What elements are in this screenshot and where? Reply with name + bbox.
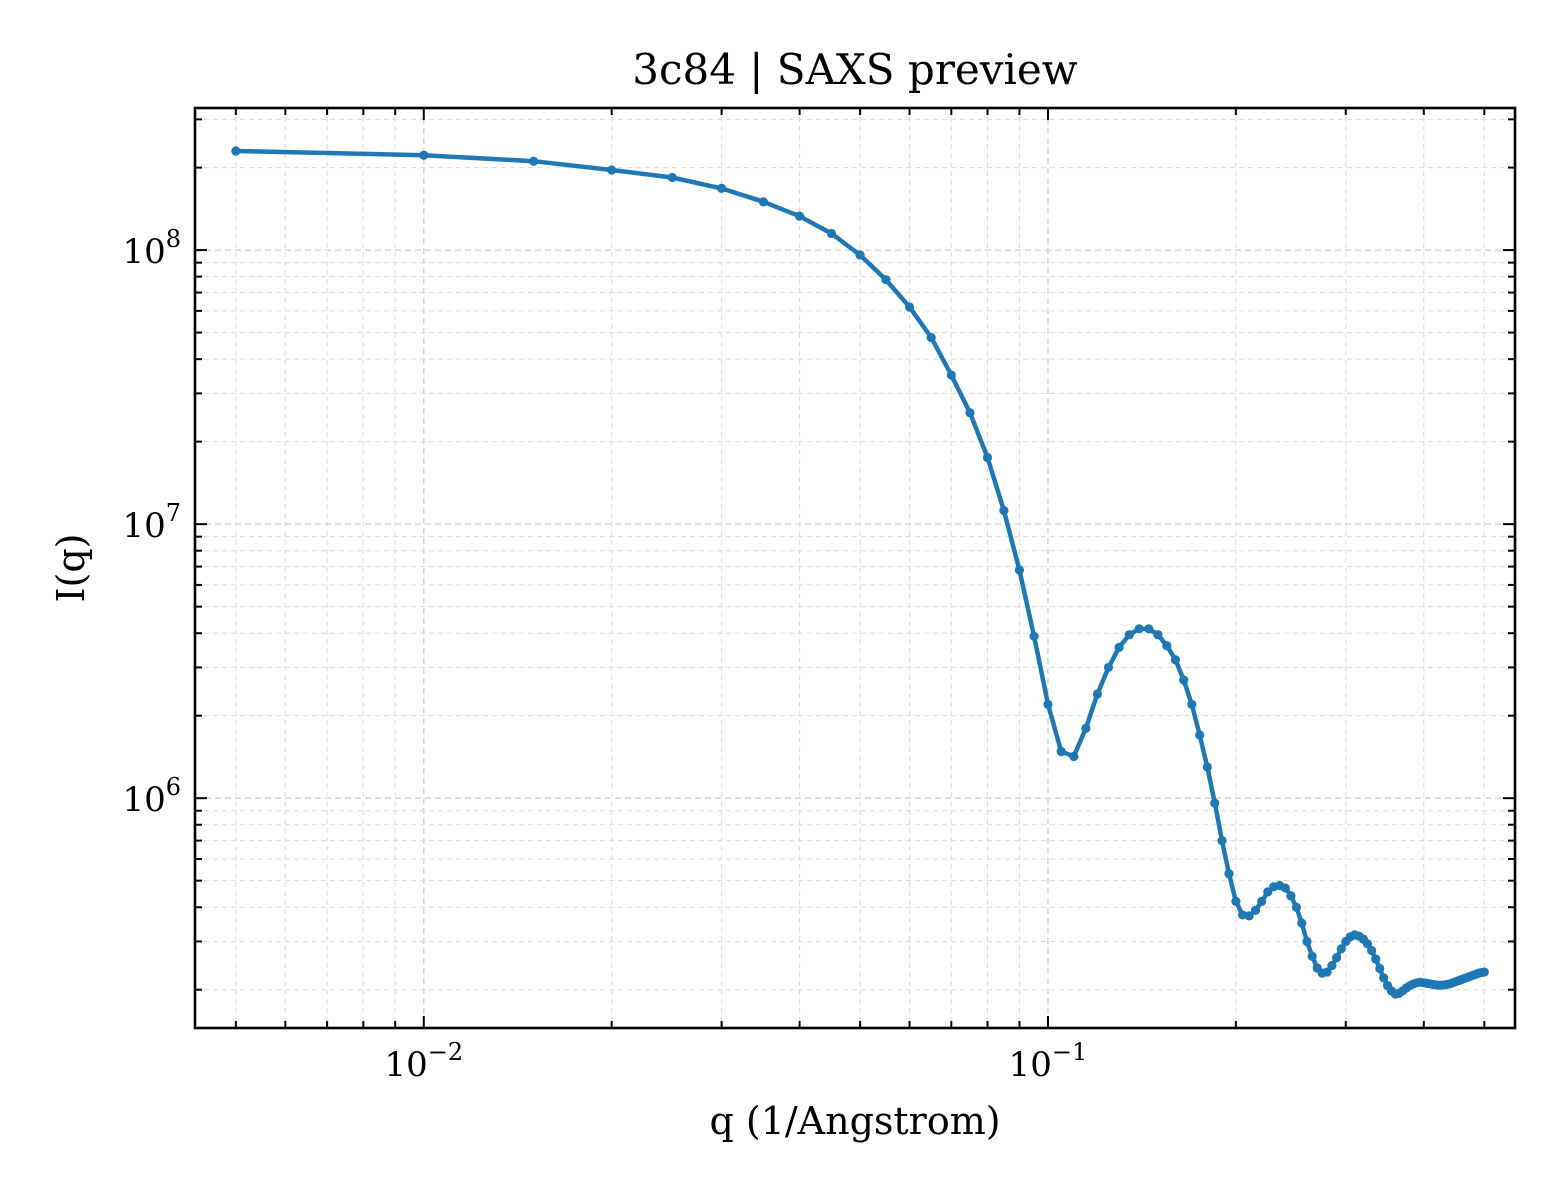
data-point — [607, 165, 617, 175]
data-point — [1103, 662, 1114, 673]
data-point — [1297, 918, 1307, 928]
data-point — [667, 172, 677, 183]
data-point — [1195, 730, 1205, 740]
data-point — [1367, 945, 1377, 956]
data-point — [717, 183, 727, 193]
data-point — [1231, 896, 1241, 907]
data-point — [1170, 655, 1180, 665]
data-point — [1202, 762, 1212, 772]
data-point — [529, 156, 539, 166]
data-point — [1332, 952, 1342, 963]
data-point — [1069, 751, 1079, 762]
data-point — [1114, 642, 1124, 652]
data-point — [1362, 939, 1373, 949]
data-point — [1081, 723, 1091, 733]
data-point — [1217, 836, 1227, 846]
data-point — [1307, 951, 1317, 961]
data-point — [1224, 869, 1234, 879]
data-point — [1124, 630, 1134, 640]
data-point — [794, 211, 805, 221]
data-point — [1379, 973, 1389, 983]
y-tick-label: 107 — [122, 499, 181, 546]
data-point — [1187, 699, 1197, 709]
grid — [195, 108, 1515, 1028]
data-point — [231, 146, 241, 156]
data-point — [999, 506, 1009, 516]
data-point — [1153, 630, 1163, 640]
plot-frame — [193, 106, 1517, 1030]
data-point — [1250, 905, 1261, 915]
data-point — [1092, 689, 1103, 699]
data-point — [926, 332, 936, 343]
data-point — [1144, 624, 1154, 634]
x-tick-label: 10−1 — [1009, 1038, 1088, 1085]
data-series — [231, 146, 1489, 999]
data-point — [855, 250, 865, 260]
data-point — [1162, 641, 1172, 651]
y-axis-label: I(q) — [49, 534, 93, 603]
data-point — [1029, 631, 1039, 641]
data-point — [1291, 902, 1301, 912]
data-point — [1302, 936, 1312, 947]
data-point — [946, 370, 956, 380]
data-point — [1322, 967, 1332, 977]
data-point — [1056, 746, 1066, 757]
data-point — [1336, 944, 1346, 954]
data-point — [1479, 967, 1489, 977]
data-point — [1327, 960, 1337, 971]
data-point — [1280, 883, 1290, 893]
data-point — [1179, 675, 1189, 685]
data-point — [1244, 911, 1254, 921]
data-point — [758, 197, 768, 207]
tick-labels: 10−2 10−1 106 107 108 — [122, 225, 1087, 1085]
x-axis-label: q (1/Angstrom) — [709, 1099, 1000, 1143]
data-point — [1263, 887, 1273, 897]
data-point — [419, 150, 429, 160]
y-tick-label: 108 — [122, 225, 181, 272]
data-point — [1257, 896, 1267, 907]
data-point — [1043, 699, 1053, 709]
data-point — [1375, 963, 1385, 974]
data-point — [1286, 891, 1296, 901]
data-point — [982, 452, 993, 463]
x-tick-label: 10−2 — [384, 1038, 463, 1085]
data-point — [1014, 565, 1025, 575]
data-point — [826, 228, 837, 239]
data-point — [965, 408, 975, 418]
data-point — [1210, 798, 1220, 808]
data-point — [1134, 624, 1144, 634]
data-point — [904, 302, 915, 312]
chart-title: 3c84 | SAXS preview — [632, 45, 1078, 94]
data-point — [1371, 954, 1381, 964]
y-tick-label: 106 — [122, 773, 181, 820]
data-point — [881, 275, 891, 285]
